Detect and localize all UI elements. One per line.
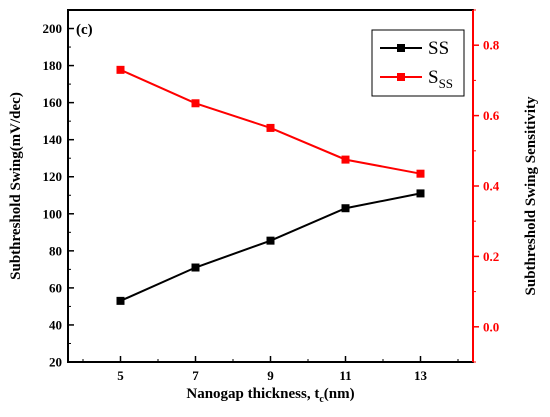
data-point bbox=[266, 236, 275, 245]
series-layer bbox=[116, 65, 425, 305]
series-line bbox=[120, 192, 421, 302]
legend-label: SSS bbox=[428, 67, 453, 91]
data-point bbox=[416, 189, 425, 198]
y-right-tick-label: 0.2 bbox=[483, 249, 499, 264]
data-point bbox=[341, 204, 350, 213]
legend-label-subscript: SS bbox=[439, 76, 453, 91]
left-axis: 20 40 60 80 100 120 140 160 180 200 bbox=[43, 21, 74, 370]
legend-label: SS bbox=[428, 38, 449, 59]
y-left-tick-label: 60 bbox=[49, 280, 62, 295]
legend-label-main: SS bbox=[428, 38, 449, 59]
legend-box bbox=[371, 29, 465, 97]
x-axis-title-subscript: c bbox=[319, 394, 324, 405]
data-point bbox=[191, 263, 200, 272]
panel-label: (c) bbox=[76, 22, 93, 38]
data-point bbox=[116, 296, 125, 305]
data-point bbox=[191, 99, 200, 108]
y-left-tick-label: 180 bbox=[43, 58, 63, 73]
y-right-tick-label: 0.4 bbox=[483, 179, 500, 194]
data-point bbox=[116, 65, 125, 74]
x-axis-title-main: Nanogap thickness, t bbox=[186, 386, 319, 402]
x-tick-label: 11 bbox=[339, 368, 351, 383]
x-tick-label: 7 bbox=[192, 368, 199, 383]
y-right-tick-label: 0.6 bbox=[483, 108, 500, 123]
y-left-tick-label: 20 bbox=[49, 355, 62, 370]
y-axis-right-title: Subthreshold Swing Sensitivity bbox=[523, 96, 539, 295]
data-point bbox=[266, 123, 275, 132]
legend-marker bbox=[397, 44, 405, 52]
x-tick-label: 9 bbox=[267, 368, 274, 383]
data-point bbox=[341, 155, 350, 164]
y-left-tick-label: 100 bbox=[43, 206, 63, 221]
y-left-tick-label: 200 bbox=[43, 21, 63, 36]
y-axis-left-title: Subthreshold Swing(mV/dec) bbox=[8, 92, 24, 280]
y-left-tick-label: 160 bbox=[43, 95, 63, 110]
x-tick-label: 13 bbox=[414, 368, 428, 383]
y-left-tick-label: 80 bbox=[49, 243, 62, 258]
y-left-tick-label: 120 bbox=[43, 169, 63, 184]
legend-marker bbox=[397, 73, 405, 81]
bottom-axis: 5 7 9 11 13 bbox=[82, 356, 459, 383]
y-right-tick-label: 0.8 bbox=[483, 38, 500, 53]
legend-label-main: S bbox=[428, 67, 439, 88]
data-point bbox=[416, 169, 425, 178]
x-tick-label: 5 bbox=[117, 368, 124, 383]
x-axis-title: Nanogap thickness, tc(nm) bbox=[186, 386, 354, 405]
x-axis-title-tail: (nm) bbox=[324, 386, 355, 402]
y-right-tick-label: 0.0 bbox=[483, 319, 499, 334]
right-axis: 0.0 0.2 0.4 0.6 0.8 bbox=[472, 9, 500, 363]
y-left-tick-label: 40 bbox=[49, 317, 62, 332]
y-left-tick-label: 140 bbox=[43, 132, 63, 147]
